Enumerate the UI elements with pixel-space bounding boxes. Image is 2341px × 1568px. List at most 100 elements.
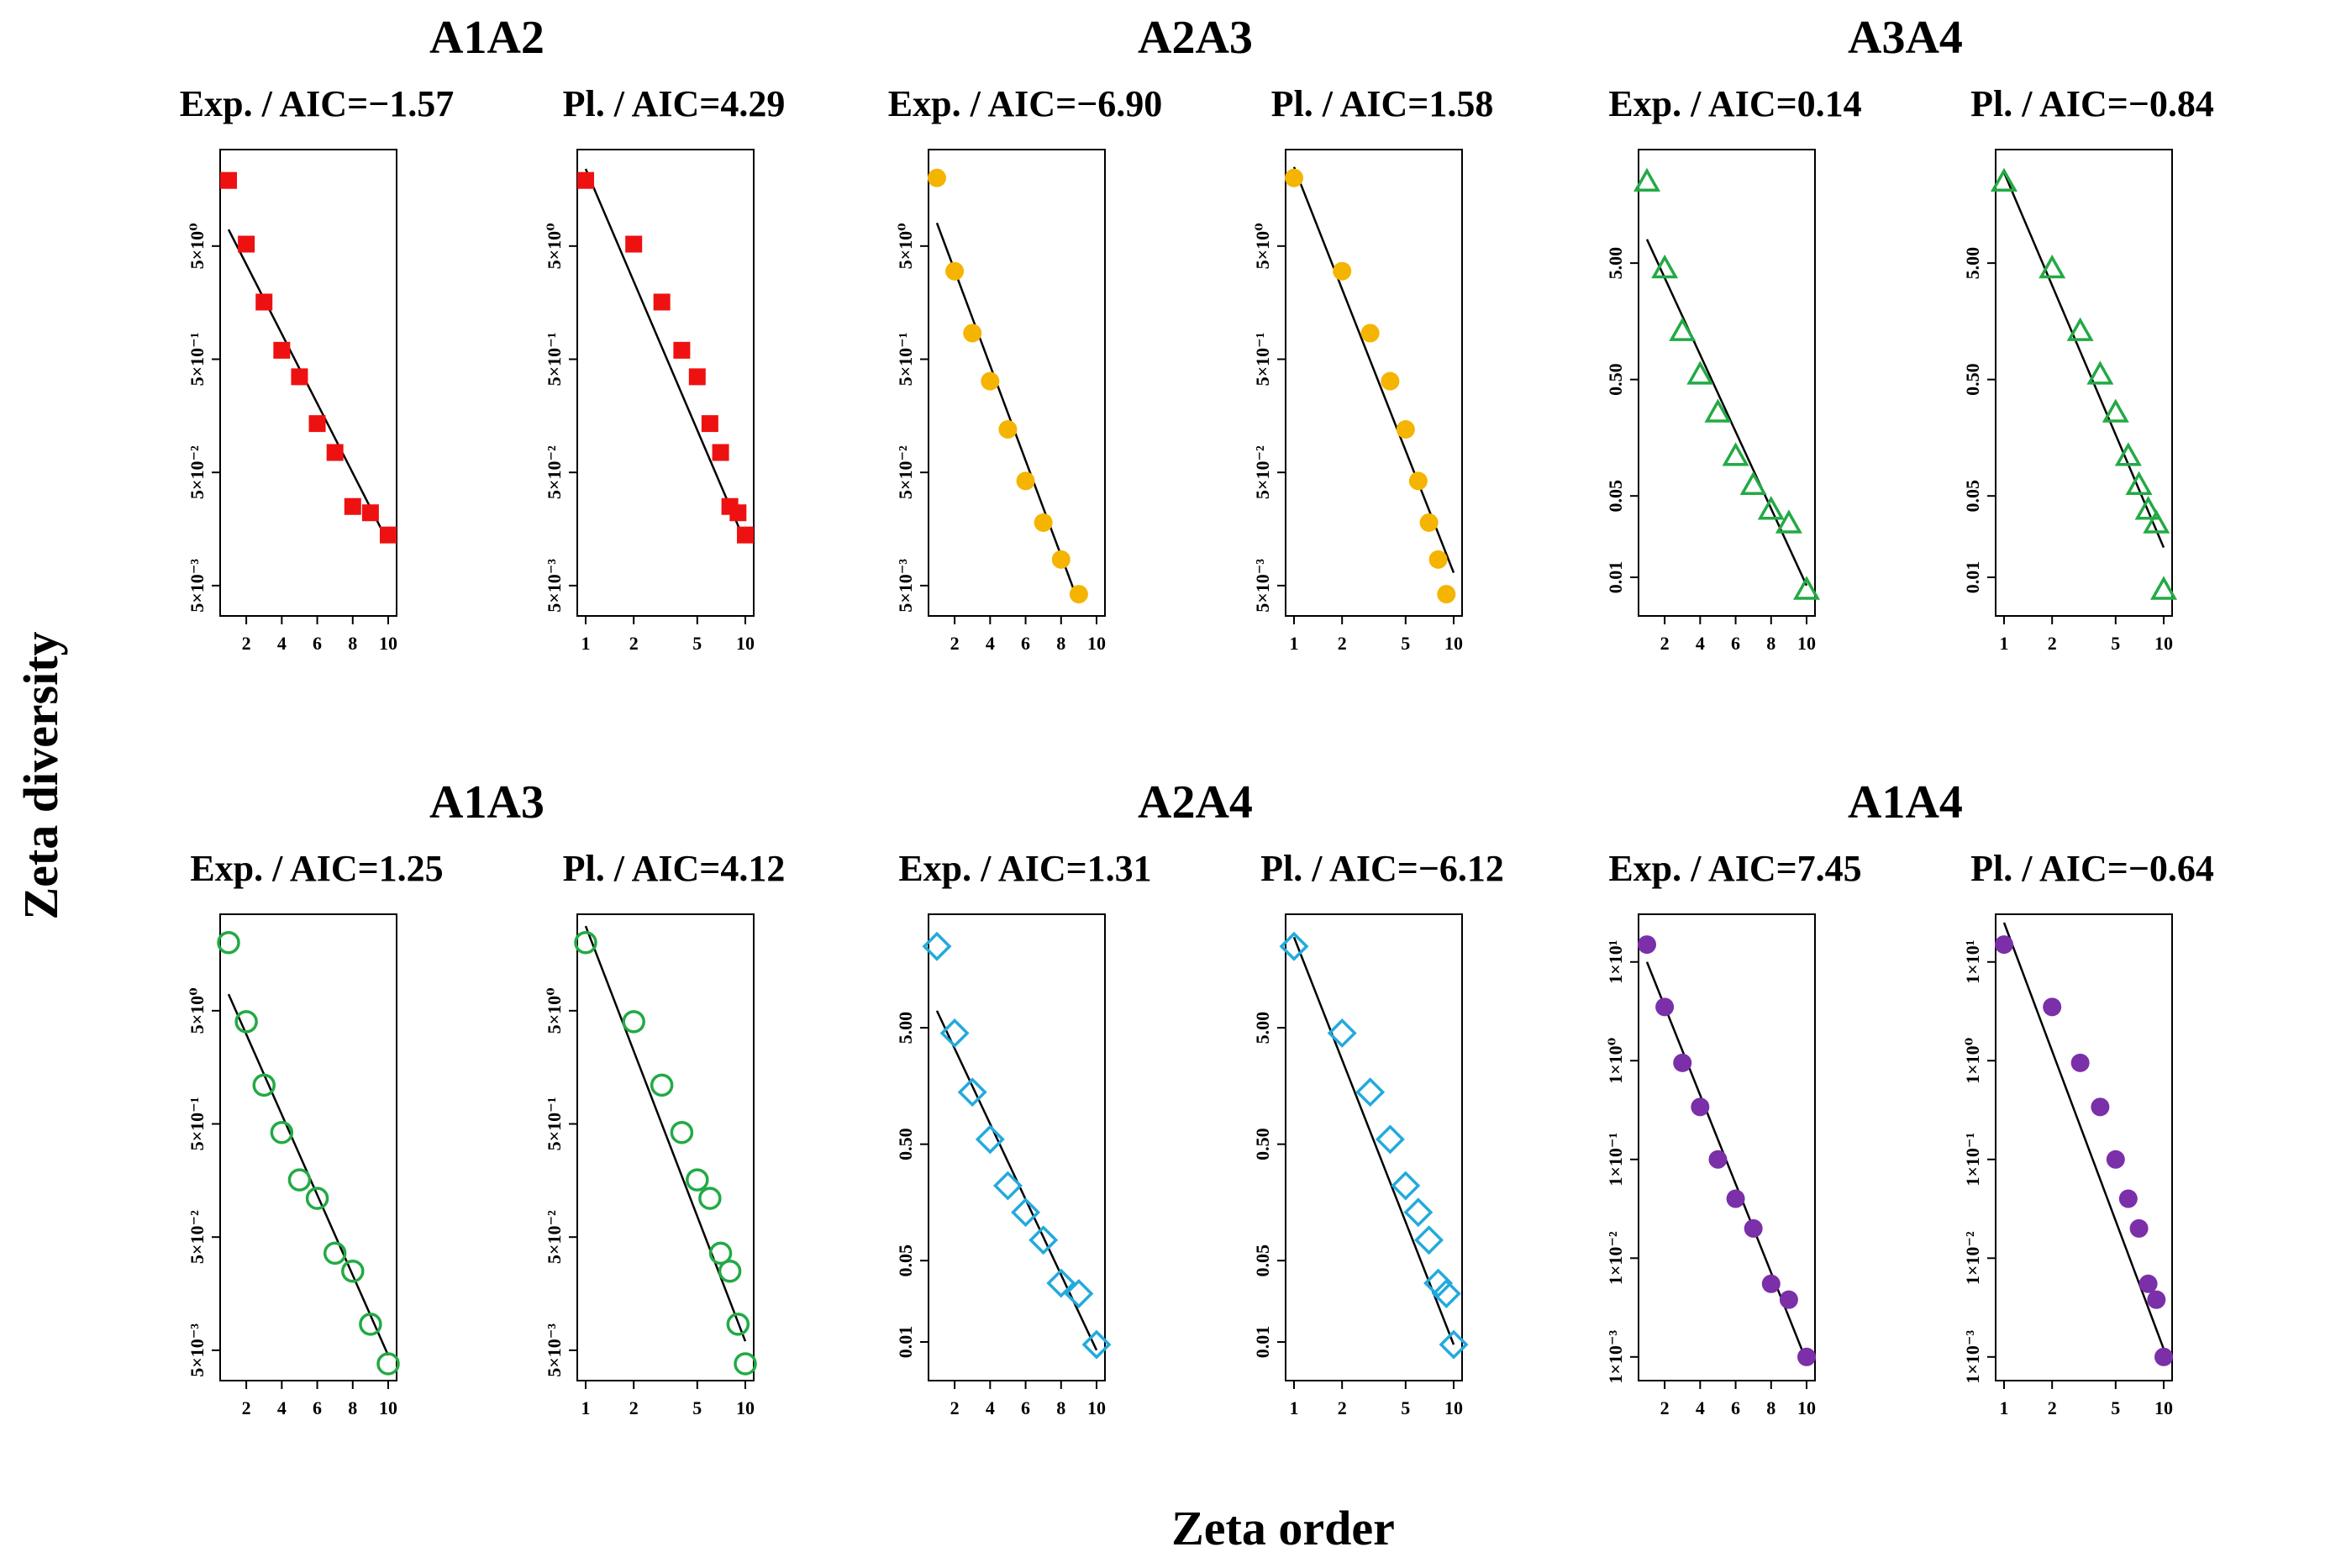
plot-frame bbox=[1638, 149, 1816, 617]
data-point bbox=[1069, 585, 1088, 604]
y-tick-label: 5.00 bbox=[1605, 247, 1626, 280]
x-tick-label: 10 bbox=[379, 633, 397, 654]
group-a1a3: A1A3 Exp. / AIC=1.25 5×10⁰ 5×10⁻¹ 5×10⁻² 5×10… bbox=[187, 776, 785, 1418]
y-tick-label: 5.00 bbox=[1252, 1012, 1273, 1044]
data-point bbox=[1016, 471, 1035, 491]
y-tick-label: 0.01 bbox=[895, 1326, 916, 1359]
y-tick-label: 5×10⁻² bbox=[187, 1210, 208, 1264]
x-tick-label: 8 bbox=[1056, 633, 1065, 654]
data-point bbox=[1437, 585, 1456, 604]
y-tick-label: 1×10⁻¹ bbox=[1962, 1133, 1983, 1187]
data-point bbox=[1761, 1274, 1781, 1293]
x-tick-label: 8 bbox=[1766, 633, 1775, 654]
data-point bbox=[1414, 1225, 1444, 1255]
data-point bbox=[1722, 442, 1749, 466]
panel-title: Pl. / AIC=−0.64 bbox=[1970, 848, 2214, 889]
panel-a3a4-exp: Exp. / AIC=0.14 5.00 0.50 0.05 0.01 2 4 6 8 10 bbox=[1605, 83, 1862, 654]
y-tick-label: 0.50 bbox=[1605, 363, 1626, 396]
fit-line bbox=[1292, 936, 1455, 1345]
group-title: A1A3 bbox=[429, 776, 544, 829]
y-tick-label: 5×10⁻³ bbox=[1252, 559, 1273, 613]
y-tick-label: 1×10⁻² bbox=[1605, 1231, 1626, 1285]
data-point bbox=[273, 341, 291, 359]
data-point bbox=[1396, 419, 1415, 439]
data-point bbox=[217, 930, 240, 955]
data-point bbox=[1704, 398, 1732, 423]
x-tick-label: 4 bbox=[1696, 1397, 1705, 1418]
panel-a1a4-exp: Exp. / AIC=7.45 1×10¹ 1×10⁰ 1×10⁻¹ 1×10⁻² 1×1… bbox=[1605, 848, 1862, 1418]
y-tick-label: 5×10⁻³ bbox=[187, 1323, 208, 1377]
panel-title: Exp. / AIC=1.31 bbox=[898, 848, 1151, 889]
data-point bbox=[326, 444, 344, 461]
panel-title: Pl. / AIC=4.29 bbox=[563, 83, 786, 124]
data-point bbox=[1739, 471, 1767, 496]
data-point bbox=[712, 444, 729, 461]
data-point bbox=[1355, 1077, 1386, 1108]
data-point bbox=[1991, 167, 2017, 192]
x-tick-label: 2 bbox=[1660, 633, 1670, 654]
y-tick-label: 5×10⁰ bbox=[1252, 223, 1273, 270]
x-axis-title: Zeta order bbox=[1171, 1501, 1395, 1555]
data-point bbox=[1403, 1197, 1434, 1228]
y-tick-label: 0.50 bbox=[1252, 1128, 1273, 1160]
plot-frame bbox=[576, 149, 755, 617]
data-point bbox=[939, 1018, 970, 1048]
x-tick-label: 5 bbox=[1401, 1397, 1410, 1418]
x-tick-label: 10 bbox=[736, 633, 755, 654]
panel-a1a4-pl: Pl. / AIC=−0.64 1×10¹ 1×10⁰ 1×10⁻¹ 1×10⁻² 1×1… bbox=[1962, 848, 2214, 1418]
data-point bbox=[1651, 254, 1679, 279]
x-tick-label: 10 bbox=[736, 1397, 755, 1418]
y-tick-label: 0.05 bbox=[1962, 480, 1983, 513]
data-point bbox=[341, 1259, 365, 1283]
y-tick-label: 5×10⁰ bbox=[187, 987, 208, 1034]
data-point bbox=[1064, 1279, 1094, 1309]
data-point bbox=[1391, 1171, 1421, 1201]
x-tick-label: 1 bbox=[2000, 1397, 2009, 1418]
group-title: A2A3 bbox=[1138, 12, 1253, 64]
data-point bbox=[1655, 997, 1675, 1017]
data-point bbox=[323, 1241, 347, 1265]
plot-frame bbox=[219, 913, 397, 1381]
group-a1a4: A1A4 Exp. / AIC=7.45 1×10¹ 1×10⁰ 1×10⁻¹ 1×10⁻… bbox=[1605, 776, 2214, 1418]
panel-a2a3-pl: Pl. / AIC=1.58 5×10⁰ 5×10⁻¹ 5×10⁻² 5×10⁻³ 1 2 5… bbox=[1252, 83, 1493, 654]
data-point bbox=[2129, 1218, 2149, 1238]
data-point bbox=[1744, 1218, 1763, 1238]
panel-a2a3-exp: Exp. / AIC=−6.90 5×10⁰ 5×10⁻¹ 5×10⁻² 5×10⁻³ 2… bbox=[888, 83, 1162, 654]
x-tick-label: 8 bbox=[1766, 1397, 1775, 1418]
y-tick-label: 5×10⁰ bbox=[187, 223, 208, 270]
plot-frame bbox=[928, 913, 1106, 1381]
data-point bbox=[1779, 1290, 1798, 1309]
data-point bbox=[670, 1120, 694, 1144]
data-point bbox=[361, 504, 379, 522]
y-tick-label: 5×10⁻³ bbox=[187, 559, 208, 613]
data-point bbox=[287, 1168, 312, 1192]
plot-frame bbox=[1285, 913, 1463, 1381]
data-point bbox=[577, 171, 594, 189]
y-tick-label: 0.05 bbox=[1252, 1244, 1273, 1277]
data-point bbox=[2102, 398, 2129, 423]
plot-frame bbox=[219, 149, 397, 617]
data-point bbox=[981, 371, 1000, 391]
x-tick-label: 2 bbox=[2048, 1397, 2057, 1418]
data-point bbox=[998, 419, 1018, 439]
panel-a1a3-exp: Exp. / AIC=1.25 5×10⁰ 5×10⁻¹ 5×10⁻² 5×10⁻³ 2 4… bbox=[187, 848, 444, 1418]
x-tick-label: 10 bbox=[1087, 633, 1106, 654]
x-tick-label: 2 bbox=[629, 1397, 639, 1418]
data-point bbox=[1011, 1197, 1041, 1228]
x-tick-label: 10 bbox=[1444, 1397, 1463, 1418]
y-tick-label: 5×10⁻¹ bbox=[187, 1097, 208, 1151]
x-tick-label: 1 bbox=[1290, 1397, 1299, 1418]
x-tick-label: 2 bbox=[1338, 1397, 1347, 1418]
data-point bbox=[1793, 576, 1820, 600]
x-tick-label: 10 bbox=[1797, 1397, 1816, 1418]
data-point bbox=[625, 235, 643, 253]
data-point bbox=[963, 324, 982, 343]
data-point bbox=[1081, 1329, 1112, 1360]
x-tick-label: 6 bbox=[1731, 1397, 1740, 1418]
data-point bbox=[2066, 317, 2094, 341]
x-tick-label: 5 bbox=[2111, 1397, 2120, 1418]
x-tick-label: 5 bbox=[692, 1397, 702, 1418]
data-point bbox=[344, 497, 361, 515]
data-point bbox=[2086, 360, 2114, 385]
